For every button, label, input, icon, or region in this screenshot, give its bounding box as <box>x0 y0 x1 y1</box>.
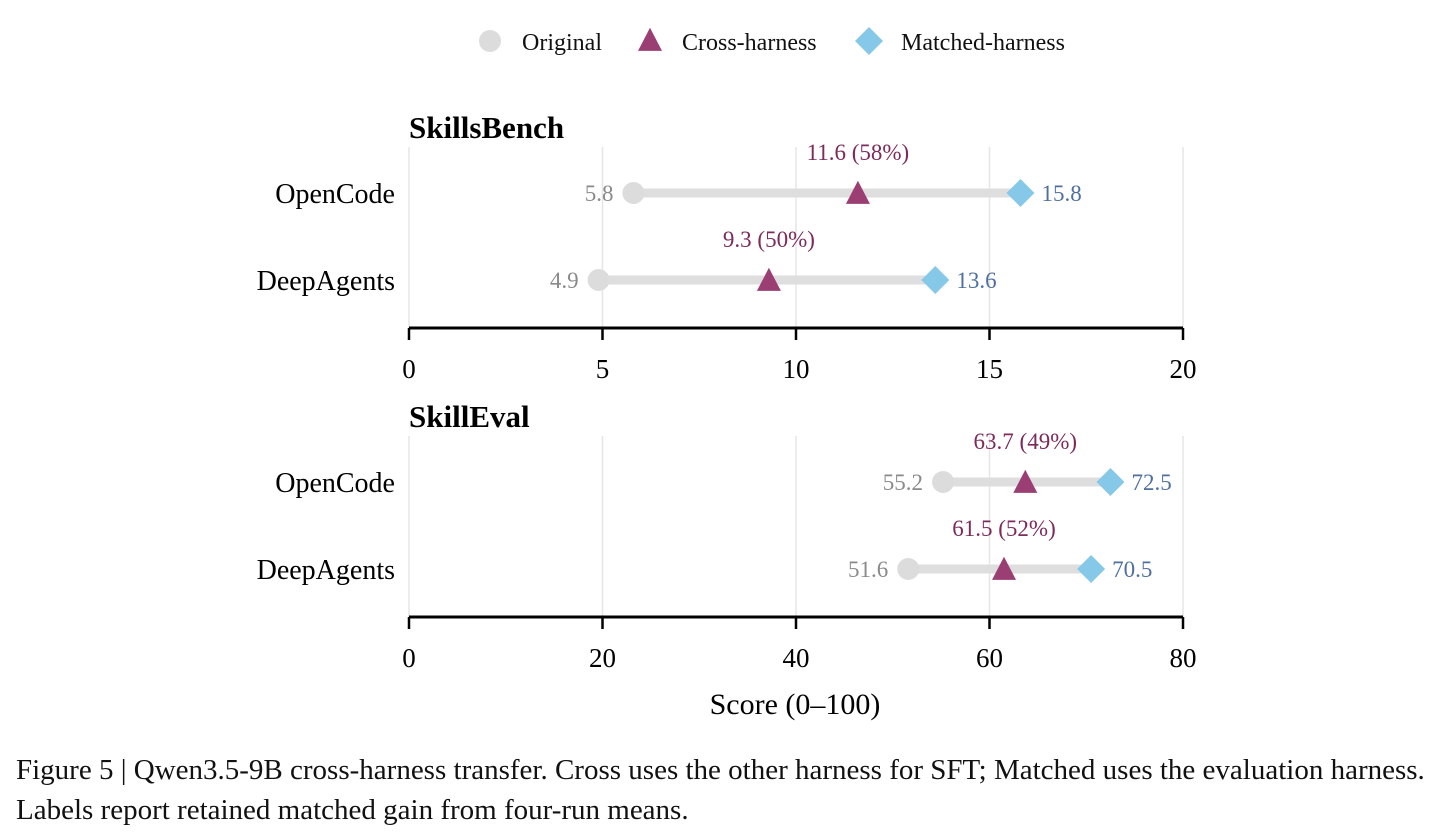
original-marker <box>897 558 920 580</box>
legend-marker-circle <box>479 30 501 52</box>
figure-caption: Figure 5 | Qwen3.5-9B cross-harness tran… <box>16 754 1425 826</box>
original-value-label: 51.6 <box>848 557 888 582</box>
matched-value-label: 72.5 <box>1131 470 1171 495</box>
x-axis-label: Score (0–100) <box>710 688 881 721</box>
legend-label: Matched-harness <box>901 30 1065 56</box>
original-marker <box>622 182 645 204</box>
panel-title: SkillsBench <box>409 110 564 145</box>
matched-marker <box>921 266 950 294</box>
row-label: DeepAgents <box>257 266 395 297</box>
row-label: OpenCode <box>275 468 395 499</box>
cross-value-label: 61.5 (52%) <box>952 516 1055 541</box>
x-tick-label: 10 <box>783 354 810 384</box>
panel-title: SkillEval <box>409 399 530 434</box>
legend: Original Cross-harness Matched-harness <box>479 27 1065 56</box>
cross-marker <box>1013 469 1038 493</box>
matched-marker <box>1077 555 1106 583</box>
matched-value-label: 70.5 <box>1112 557 1152 582</box>
x-tick-label: 20 <box>589 643 616 673</box>
matched-marker <box>1006 179 1035 207</box>
original-value-label: 4.9 <box>550 268 579 293</box>
row-label: OpenCode <box>275 179 395 210</box>
legend-marker-triangle <box>638 27 662 51</box>
cross-harness-chart: Original Cross-harness Matched-harness Ski… <box>257 27 1197 721</box>
row-opencode: OpenCode 55.2 63.7 (49%) 72.5 <box>275 429 1171 499</box>
original-marker <box>932 471 955 493</box>
x-tick-label: 40 <box>783 643 810 673</box>
cross-value-label: 9.3 (50%) <box>723 227 815 252</box>
cross-value-label: 11.6 (58%) <box>807 140 910 165</box>
x-tick-label: 0 <box>402 643 416 673</box>
x-tick-label: 80 <box>1170 643 1197 673</box>
cross-marker <box>756 267 781 291</box>
chart-panels: SkillsBench 0 5 10 15 20 OpenCode 5.8 11.6 (58%)… <box>257 110 1197 673</box>
matched-value-label: 13.6 <box>956 268 996 293</box>
x-tick-label: 0 <box>402 354 416 384</box>
matched-value-label: 15.8 <box>1041 181 1081 206</box>
cross-marker <box>992 556 1017 580</box>
x-tick-label: 60 <box>976 643 1003 673</box>
matched-marker <box>1096 468 1125 496</box>
row-label: DeepAgents <box>257 555 395 586</box>
legend-marker-diamond <box>855 27 883 55</box>
x-tick-label: 20 <box>1170 354 1197 384</box>
row-deepagents: DeepAgents 4.9 9.3 (50%) 13.6 <box>257 227 997 297</box>
row-opencode: OpenCode 5.8 11.6 (58%) 15.8 <box>275 140 1081 210</box>
original-value-label: 55.2 <box>883 470 923 495</box>
legend-label: Original <box>522 30 602 56</box>
legend-label: Cross-harness <box>682 30 817 56</box>
cross-marker <box>845 180 870 204</box>
x-tick-label: 5 <box>596 354 610 384</box>
x-tick-label: 15 <box>976 354 1003 384</box>
panel-skilleval: SkillEval 0 20 40 60 80 OpenCode 55.2 63.7 (49%)… <box>257 399 1197 673</box>
panel-skillsbench: SkillsBench 0 5 10 15 20 OpenCode 5.8 11.6 (58%)… <box>257 110 1197 384</box>
row-deepagents: DeepAgents 51.6 61.5 (52%) 70.5 <box>257 516 1153 586</box>
original-marker <box>587 269 610 291</box>
original-value-label: 5.8 <box>585 181 614 206</box>
cross-value-label: 63.7 (49%) <box>974 429 1077 454</box>
